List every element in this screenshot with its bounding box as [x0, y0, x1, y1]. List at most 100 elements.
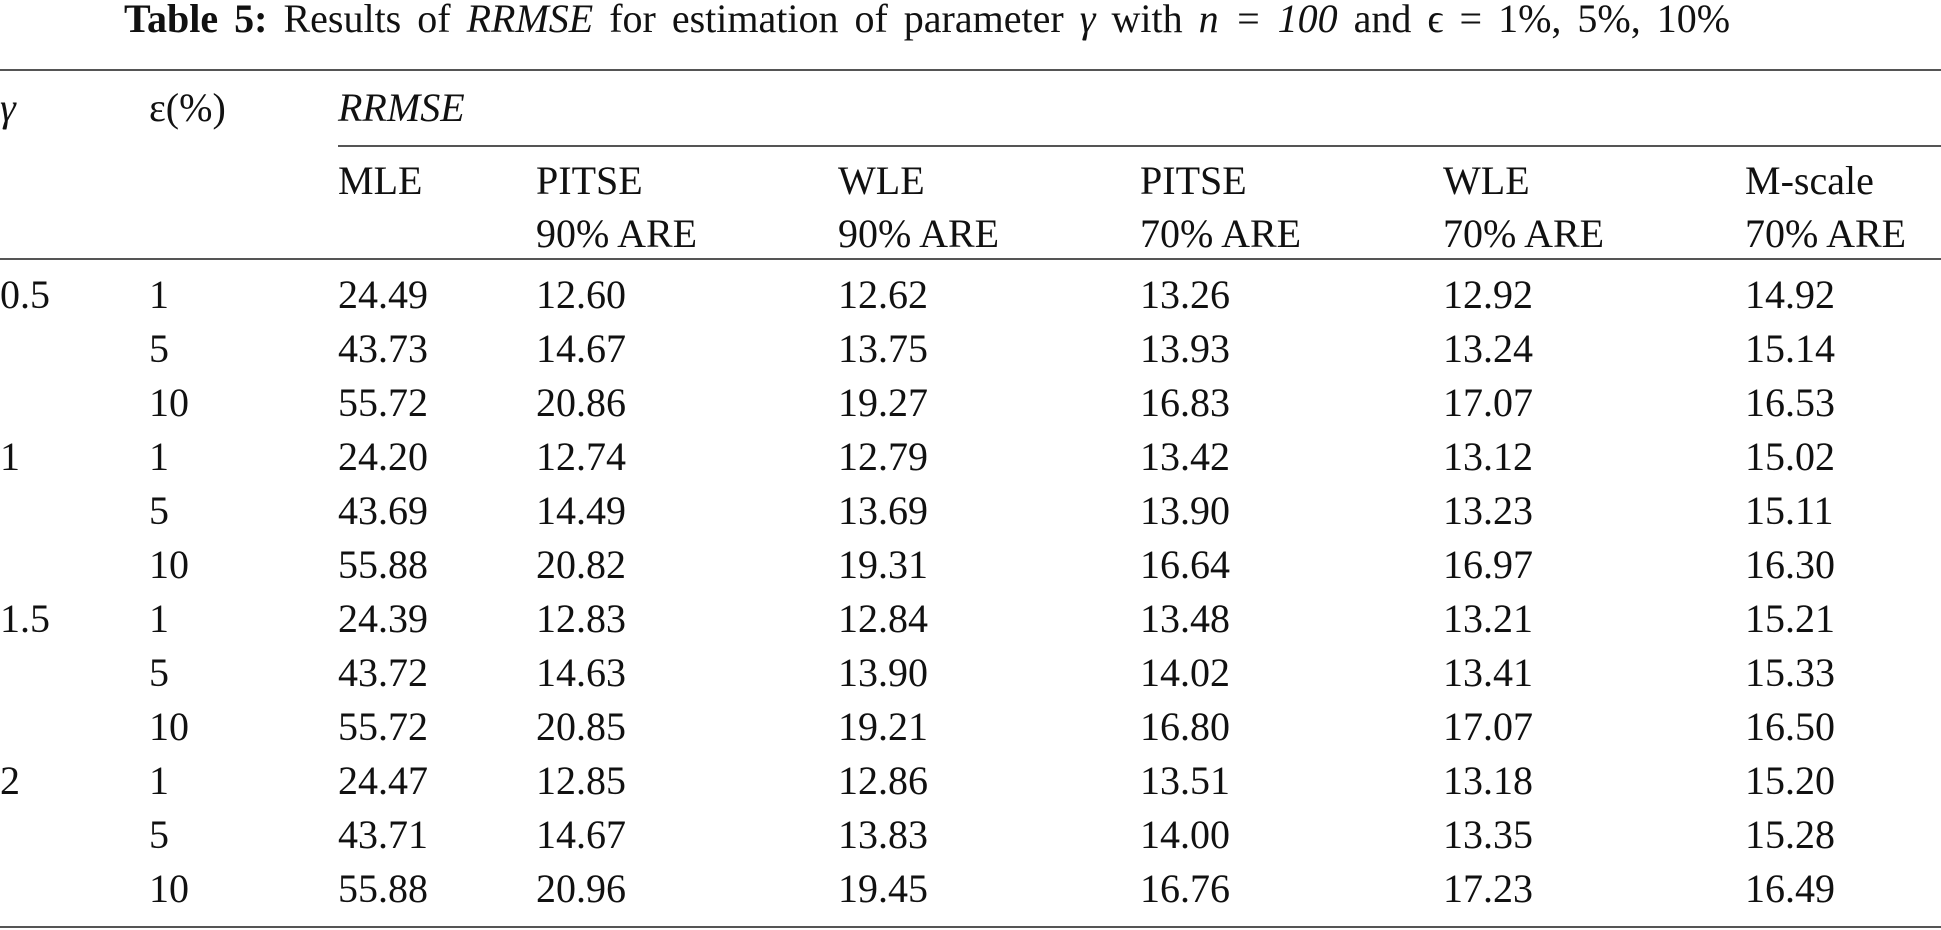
value-cell: 15.02	[1745, 434, 1835, 479]
value-cell: 17.23	[1443, 866, 1533, 911]
value-cell: 15.33	[1745, 650, 1835, 695]
value-cell: 12.62	[838, 272, 928, 317]
column-header: PITSE	[1140, 158, 1247, 203]
value-cell: 13.93	[1140, 326, 1230, 371]
value-cell: 55.72	[338, 704, 428, 749]
value-cell: 13.90	[1140, 488, 1230, 533]
caption-text: with	[1111, 0, 1183, 41]
value-cell: 13.75	[838, 326, 928, 371]
value-cell: 14.02	[1140, 650, 1230, 695]
value-cell: 15.21	[1745, 596, 1835, 641]
value-cell: 13.21	[1443, 596, 1533, 641]
value-cell: 13.48	[1140, 596, 1230, 641]
caption-text: and ϵ = 1%, 5%, 10%	[1353, 0, 1731, 41]
value-cell: 20.96	[536, 866, 626, 911]
value-cell: 16.53	[1745, 380, 1835, 425]
value-cell: 16.64	[1140, 542, 1230, 587]
eps-cell: 1	[149, 758, 169, 803]
value-cell: 14.49	[536, 488, 626, 533]
gamma-cell: 1.5	[0, 596, 50, 641]
value-cell: 13.69	[838, 488, 928, 533]
value-cell: 55.72	[338, 380, 428, 425]
value-cell: 12.86	[838, 758, 928, 803]
column-header: 70% ARE	[1745, 211, 1907, 256]
value-cell: 16.50	[1745, 704, 1835, 749]
eps-cell: 5	[149, 488, 169, 533]
value-cell: 43.71	[338, 812, 428, 857]
value-cell: 20.85	[536, 704, 626, 749]
value-cell: 24.49	[338, 272, 428, 317]
value-cell: 12.79	[838, 434, 928, 479]
eps-cell: 5	[149, 650, 169, 695]
caption-text: for estimation of parameter	[609, 0, 1064, 41]
value-cell: 16.97	[1443, 542, 1533, 587]
column-header: WLE	[838, 158, 925, 203]
value-cell: 16.49	[1745, 866, 1835, 911]
eps-cell: 10	[149, 380, 189, 425]
value-cell: 19.45	[838, 866, 928, 911]
value-cell: 14.67	[536, 812, 626, 857]
column-header: 70% ARE	[1140, 211, 1302, 256]
value-cell: 20.82	[536, 542, 626, 587]
value-cell: 16.80	[1140, 704, 1230, 749]
value-cell: 13.83	[838, 812, 928, 857]
value-cell: 16.76	[1140, 866, 1230, 911]
value-cell: 17.07	[1443, 704, 1533, 749]
eps-cell: 1	[149, 596, 169, 641]
column-header: 90% ARE	[838, 211, 1000, 256]
value-cell: 14.92	[1745, 272, 1835, 317]
header-group: RRMSE	[338, 85, 465, 130]
value-cell: 12.74	[536, 434, 626, 479]
value-cell: 13.24	[1443, 326, 1533, 371]
bottom-rule	[0, 926, 1941, 928]
value-cell: 13.35	[1443, 812, 1533, 857]
value-cell: 15.28	[1745, 812, 1835, 857]
value-cell: 14.00	[1140, 812, 1230, 857]
gamma-cell: 0.5	[0, 272, 50, 317]
eps-cell: 10	[149, 866, 189, 911]
value-cell: 12.60	[536, 272, 626, 317]
column-header: PITSE	[536, 158, 643, 203]
value-cell: 17.07	[1443, 380, 1533, 425]
column-header: MLE	[338, 158, 423, 203]
column-header: M-scale	[1745, 158, 1874, 203]
header-rule	[0, 258, 1941, 260]
value-cell: 43.72	[338, 650, 428, 695]
value-cell: 15.20	[1745, 758, 1835, 803]
value-cell: 24.20	[338, 434, 428, 479]
caption-text: Results of	[283, 0, 451, 41]
eps-cell: 5	[149, 812, 169, 857]
value-cell: 19.21	[838, 704, 928, 749]
value-cell: 14.67	[536, 326, 626, 371]
value-cell: 13.41	[1443, 650, 1533, 695]
value-cell: 16.30	[1745, 542, 1835, 587]
eps-cell: 10	[149, 704, 189, 749]
value-cell: 19.27	[838, 380, 928, 425]
value-cell: 24.47	[338, 758, 428, 803]
value-cell: 13.51	[1140, 758, 1230, 803]
value-cell: 13.90	[838, 650, 928, 695]
value-cell: 15.11	[1745, 488, 1834, 533]
caption-text: γ	[1079, 0, 1096, 41]
caption-text: n = 100	[1198, 0, 1338, 41]
column-header: 70% ARE	[1443, 211, 1605, 256]
value-cell: 43.69	[338, 488, 428, 533]
eps-cell: 10	[149, 542, 189, 587]
caption-text: RRMSE	[466, 0, 594, 41]
column-header: 90% ARE	[536, 211, 698, 256]
eps-cell: 1	[149, 434, 169, 479]
column-header: WLE	[1443, 158, 1530, 203]
value-cell: 14.63	[536, 650, 626, 695]
value-cell: 12.85	[536, 758, 626, 803]
value-cell: 24.39	[338, 596, 428, 641]
top-rule	[0, 69, 1941, 71]
eps-cell: 5	[149, 326, 169, 371]
value-cell: 19.31	[838, 542, 928, 587]
group-rule	[338, 145, 1941, 147]
value-cell: 43.73	[338, 326, 428, 371]
value-cell: 16.83	[1140, 380, 1230, 425]
value-cell: 12.92	[1443, 272, 1533, 317]
caption-label: Table 5:	[124, 0, 268, 41]
value-cell: 13.42	[1140, 434, 1230, 479]
